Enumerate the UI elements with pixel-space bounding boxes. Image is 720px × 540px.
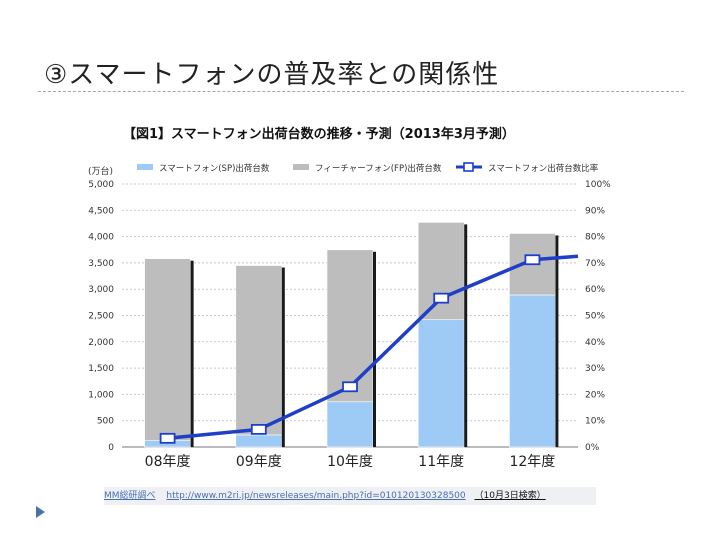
ratio-point bbox=[159, 432, 176, 444]
legend-label: スマートフォン(SP)出荷台数 bbox=[159, 163, 270, 174]
legend-swatch bbox=[293, 164, 309, 170]
ratio-point bbox=[250, 423, 267, 435]
bar-segment bbox=[326, 401, 374, 448]
ratio-point bbox=[524, 254, 541, 266]
bullet-arrow-icon bbox=[36, 506, 45, 518]
y-right-tick-label: 80% bbox=[585, 233, 605, 243]
bar-segment bbox=[417, 222, 465, 321]
y-left-tick-label: 3,000 bbox=[88, 285, 114, 295]
y-unit-label: (万台) bbox=[88, 165, 113, 177]
bar-segment bbox=[235, 434, 283, 448]
legend-swatch bbox=[137, 164, 153, 170]
source-name: MM総研調べ bbox=[104, 491, 156, 501]
y-right-tick-label: 90% bbox=[585, 206, 605, 216]
bar-shadow bbox=[464, 224, 468, 447]
y-left-tick-label: 1,000 bbox=[88, 390, 114, 400]
x-tick-label: 11年度 bbox=[418, 454, 464, 470]
bar-shadow bbox=[281, 267, 285, 447]
y-left-tick-label: 4,500 bbox=[88, 206, 114, 216]
y-right-tick-label: 100% bbox=[585, 180, 611, 190]
title-divider bbox=[38, 91, 684, 92]
y-left-tick-label: 2,000 bbox=[88, 338, 114, 348]
ratio-point bbox=[342, 381, 358, 393]
bar-shadow bbox=[555, 235, 559, 447]
bar-shadow bbox=[190, 260, 194, 447]
bar-segment bbox=[326, 249, 374, 403]
bar-segment bbox=[144, 258, 191, 441]
legend-label: フィーチャーフォン(FP)出荷台数 bbox=[315, 163, 442, 174]
legend-marker bbox=[463, 162, 474, 172]
y-right-tick-label: 50% bbox=[585, 312, 605, 322]
y-left-tick-label: 3,500 bbox=[88, 259, 114, 269]
x-tick-label: 08年度 bbox=[145, 454, 191, 470]
bar-shadow bbox=[373, 251, 376, 447]
x-tick-label: 09年度 bbox=[236, 454, 282, 470]
y-right-tick-label: 30% bbox=[585, 364, 605, 374]
source-link[interactable]: http://www.m2ri.jp/newsreleases/main.php… bbox=[166, 491, 466, 501]
chart-title: 【図1】スマートフォン出荷台数の推移・予測（2013年3月予測） bbox=[123, 126, 515, 142]
y-right-tick-label: 20% bbox=[585, 390, 605, 400]
y-left-tick-label: 4,000 bbox=[88, 233, 114, 243]
y-left-tick-label: 0 bbox=[108, 443, 114, 453]
y-right-tick-label: 10% bbox=[585, 417, 605, 427]
y-right-tick-label: 70% bbox=[585, 259, 605, 269]
ratio-point bbox=[433, 292, 450, 304]
y-right-tick-label: 60% bbox=[585, 285, 605, 295]
x-tick-label: 12年度 bbox=[509, 454, 555, 470]
legend-label: スマートフォン出荷台数比率 bbox=[488, 163, 599, 174]
bar-segment bbox=[235, 265, 283, 436]
y-left-tick-label: 5,000 bbox=[88, 180, 114, 190]
bar-segment bbox=[417, 319, 465, 448]
y-left-tick-label: 500 bbox=[97, 417, 114, 427]
y-left-tick-label: 1,500 bbox=[88, 364, 114, 374]
bar-segment bbox=[509, 294, 556, 448]
slide-title: ③スマートフォンの普及率との関係性 bbox=[44, 60, 500, 90]
source-citation: MM総研調べ http://www.m2ri.jp/newsreleases/m… bbox=[104, 487, 596, 505]
y-right-tick-label: 0% bbox=[585, 443, 600, 453]
y-right-tick-label: 40% bbox=[585, 338, 605, 348]
y-left-tick-label: 2,500 bbox=[88, 312, 114, 322]
source-date: （10月3日検索） bbox=[474, 491, 546, 501]
x-tick-label: 10年度 bbox=[327, 454, 373, 470]
